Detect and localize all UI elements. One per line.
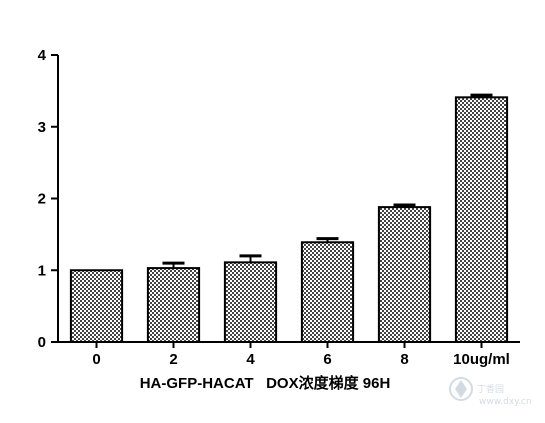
y-tick-label: 0 [38,334,46,351]
x-tick-label: 0 [92,351,100,368]
y-tick-label: 1 [38,262,46,279]
watermark-text: 丁香园 [477,384,504,395]
bar-0 [69,269,124,343]
bar-4 [223,261,278,344]
bars [69,93,509,344]
watermark-subtext: www.dxy.cn [479,397,532,407]
x-tick-label: 8 [400,351,408,368]
y-axis: 0 1 2 3 4 [38,47,59,351]
x-axis-title: HA-GFP-HACAT DOX浓度梯度 96H [140,374,391,392]
y-tick-label: 4 [38,47,47,64]
x-tick-label: 4 [246,351,255,368]
x-tick-label: 10ug/ml [453,351,510,368]
x-tick-label: 6 [323,351,331,368]
watermark-logo: 丁香园 www.dxy.cn [449,377,532,407]
x-tick-label: 2 [169,351,177,368]
x-axis: 0 2 4 6 8 10ug/ml [58,341,520,368]
bar-10ug/ml [454,96,509,343]
y-tick-label: 2 [38,191,46,208]
y-tick-label: 3 [38,119,46,136]
bar-8 [377,206,432,343]
bar-6 [300,241,355,343]
bar-2 [146,267,201,343]
